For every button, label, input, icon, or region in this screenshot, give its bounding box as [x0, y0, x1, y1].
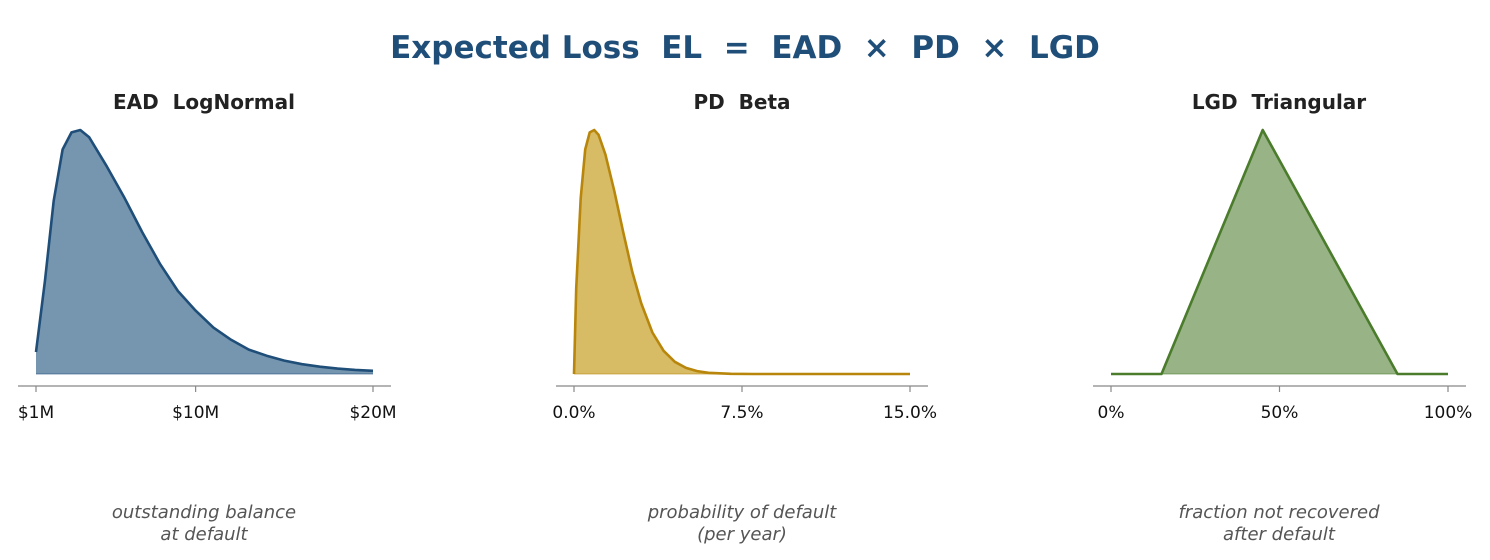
pd-x-tick-label: 15.0% — [883, 403, 937, 423]
ead-x-tick-label: $20M — [349, 403, 396, 423]
pd-density-line — [572, 128, 910, 376]
ead-panel-title: EAD LogNormal — [112, 90, 295, 114]
pd-caption: probability of default (per year) — [542, 502, 942, 546]
lgd-caption-line-1: fraction not recovered — [1178, 502, 1380, 523]
ead-caption-line-2: at default — [160, 524, 248, 545]
lgd-panel-title: LGD Triangular — [1191, 90, 1367, 114]
pd-density-fill — [574, 130, 910, 374]
lgd-x-tick-label: 0% — [1098, 403, 1125, 423]
lgd-caption-line-2: after default — [1223, 524, 1335, 545]
lgd-density-fill — [1111, 130, 1448, 374]
pd-caption-line-1: probability of default — [647, 502, 837, 523]
lgd-caption: fraction not recovered after default — [1079, 502, 1479, 546]
lgd-x-tick-label: 100% — [1424, 403, 1473, 423]
ead-density-fill — [36, 130, 373, 374]
ead-density-line — [34, 128, 374, 373]
lgd-x-tick-label: 50% — [1261, 403, 1299, 423]
pd-x-tick-label: 7.5% — [720, 403, 763, 423]
lgd-density-line — [1111, 128, 1448, 376]
pd-caption-line-2: (per year) — [697, 524, 787, 545]
lgd-panel: 0% 50% 100% — [1093, 128, 1473, 423]
chart-title: Expected Loss EL = EAD × PD × LGD — [390, 30, 1100, 66]
ead-panel: $1M $10M $20M — [18, 128, 397, 423]
ead-caption-line-1: outstanding balance — [111, 502, 297, 523]
ead-x-tick-label: $10M — [172, 403, 219, 423]
ead-caption: outstanding balance at default — [4, 502, 404, 546]
ead-x-tick-label: $1M — [18, 403, 54, 423]
pd-panel: 0.0% 7.5% 15.0% — [552, 128, 937, 423]
pd-panel-title: PD Beta — [693, 90, 791, 114]
pd-x-tick-label: 0.0% — [552, 403, 595, 423]
